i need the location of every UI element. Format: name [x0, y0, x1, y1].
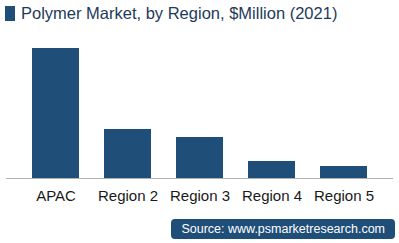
svg-text:Region 2: Region 2 — [98, 187, 158, 204]
html-text:Source: www.psmarketresearch.c: Source: www.psmarketresearch.com — [181, 222, 385, 236]
svg-text:Region 4: Region 4 — [242, 187, 302, 204]
html-text:Polymer Market, by Region, $Mi: Polymer Market, by Region, $Million (202… — [21, 4, 338, 22]
svg-text:Region 5: Region 5 — [314, 187, 374, 204]
svg-text:Region 3: Region 3 — [170, 187, 230, 204]
svg-text:APAC: APAC — [36, 187, 76, 204]
